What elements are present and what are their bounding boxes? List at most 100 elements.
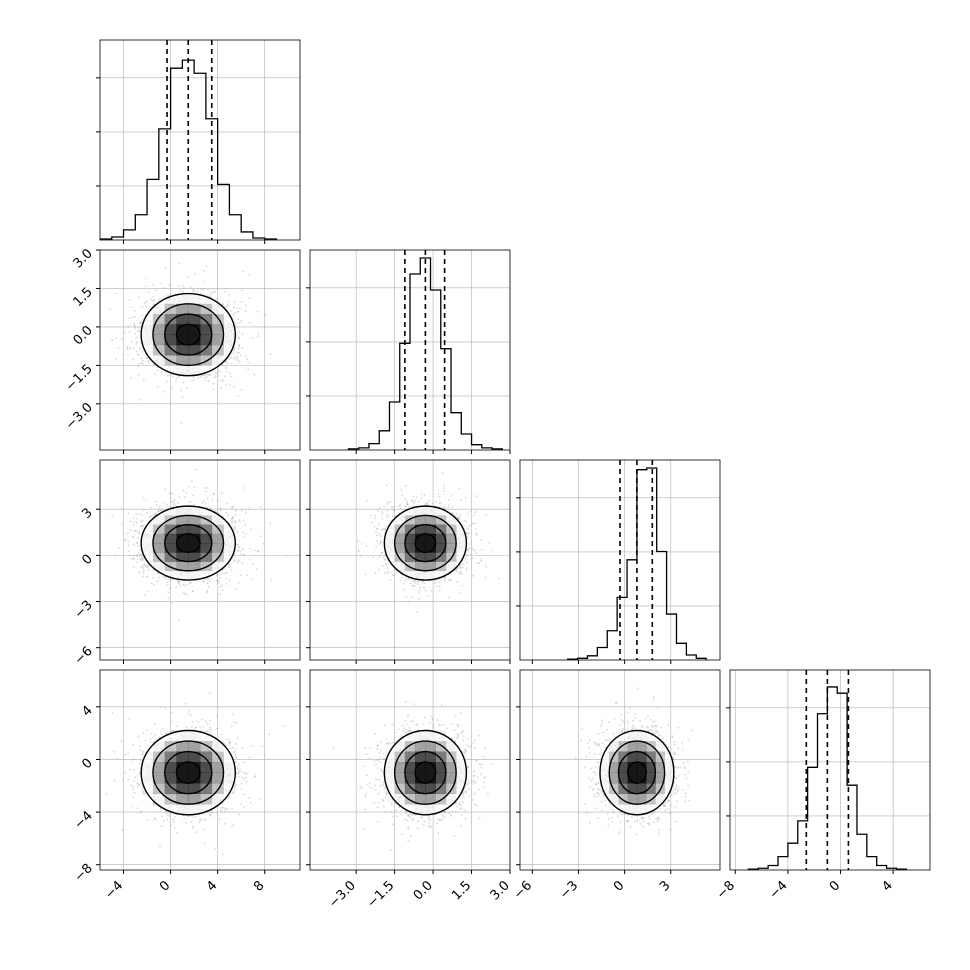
scatter-point xyxy=(238,331,241,333)
scatter-point xyxy=(114,292,117,295)
scatter-point xyxy=(126,532,129,535)
scatter-point xyxy=(153,583,155,586)
scatter-point xyxy=(156,572,159,575)
scatter-point xyxy=(180,389,183,392)
scatter-point xyxy=(458,517,461,520)
scatter-point xyxy=(206,591,209,594)
scatter-point xyxy=(168,491,171,494)
scatter-point xyxy=(132,524,135,526)
scatter-point xyxy=(196,287,199,290)
scatter-point xyxy=(470,540,473,543)
scatter-point xyxy=(232,357,235,360)
scatter-point xyxy=(126,346,129,348)
scatter-point xyxy=(248,322,251,324)
scatter-point xyxy=(207,577,209,580)
scatter-point xyxy=(270,578,273,581)
contour-line-3 xyxy=(140,505,237,581)
scatter-point xyxy=(376,539,379,542)
density-cell xyxy=(200,324,213,335)
scatter-point xyxy=(164,488,167,491)
scatter-point xyxy=(458,592,461,595)
scatter-point xyxy=(392,509,395,512)
scatter-point xyxy=(217,500,219,502)
scatter-point xyxy=(177,582,180,584)
density-cell xyxy=(164,334,177,346)
scatter-point xyxy=(414,500,417,502)
density-cell xyxy=(200,355,213,366)
scatter-point xyxy=(465,532,468,535)
scatter-point xyxy=(225,577,228,580)
scatter-point xyxy=(462,562,465,565)
scatter-point xyxy=(225,383,228,386)
density-cell xyxy=(152,344,166,356)
scatter-point xyxy=(237,560,239,563)
scatter-point xyxy=(219,593,222,595)
scatter-point xyxy=(387,501,389,504)
scatter-point xyxy=(126,347,128,350)
scatter-point xyxy=(264,326,266,329)
scatter-point xyxy=(217,511,219,513)
scatter-point xyxy=(238,337,240,340)
scatter-point xyxy=(239,553,242,556)
scatter-point xyxy=(157,509,160,512)
scatter-point xyxy=(184,496,186,499)
scatter-point xyxy=(237,395,240,398)
density-cell xyxy=(152,324,166,335)
scatter-point xyxy=(464,496,467,499)
scatter-point xyxy=(242,519,245,522)
scatter-point xyxy=(162,509,164,511)
scatter-point xyxy=(149,515,152,518)
scatter-point xyxy=(233,385,236,388)
scatter-point xyxy=(242,531,245,534)
scatter-point xyxy=(423,586,425,589)
scatter-point xyxy=(152,295,155,298)
scatter-point xyxy=(437,581,440,584)
scatter-point xyxy=(234,509,237,512)
scatter-point xyxy=(215,371,217,374)
scatter-point xyxy=(237,318,240,321)
density-cell xyxy=(176,533,189,544)
scatter-point xyxy=(136,341,138,343)
scatter-point xyxy=(391,515,394,518)
scatter-point xyxy=(405,502,408,505)
scatter-point xyxy=(386,567,388,569)
scatter-point xyxy=(405,595,408,598)
density-cell xyxy=(164,303,177,315)
y-tick-label: −1.5 xyxy=(63,362,96,395)
scatter-point xyxy=(207,585,210,588)
density-cell xyxy=(188,561,201,572)
scatter-point xyxy=(226,502,228,505)
scatter-point xyxy=(135,529,137,532)
scatter-point xyxy=(245,511,247,514)
scatter-point xyxy=(236,335,239,337)
scatter-point xyxy=(456,516,459,519)
scatter-point xyxy=(423,494,426,496)
scatter-point xyxy=(409,582,412,585)
scatter-point xyxy=(498,577,500,580)
scatter-point xyxy=(475,552,478,554)
scatter-point xyxy=(256,550,259,553)
scatter-point xyxy=(468,547,471,550)
scatter-point xyxy=(230,506,233,509)
scatter-point xyxy=(399,579,402,582)
scatter-point xyxy=(204,487,206,489)
scatter-point xyxy=(472,514,475,517)
scatter-point xyxy=(465,569,468,572)
scatter-point xyxy=(470,557,473,560)
scatter-point xyxy=(140,566,142,569)
scatter-point xyxy=(193,375,195,378)
scatter-point xyxy=(153,299,156,301)
scatter-point xyxy=(438,589,441,592)
scatter-point xyxy=(216,574,218,577)
scatter-point xyxy=(385,484,388,487)
panel-2-0: −6−303 xyxy=(72,459,301,668)
scatter-point xyxy=(217,593,220,596)
scatter-point xyxy=(199,288,202,290)
scatter-point xyxy=(141,514,143,517)
scatter-point xyxy=(188,501,191,504)
scatter-point xyxy=(212,370,215,373)
density-cell xyxy=(188,524,201,535)
scatter-point xyxy=(167,597,170,599)
scatter-point xyxy=(234,356,236,359)
scatter-point xyxy=(132,517,135,519)
